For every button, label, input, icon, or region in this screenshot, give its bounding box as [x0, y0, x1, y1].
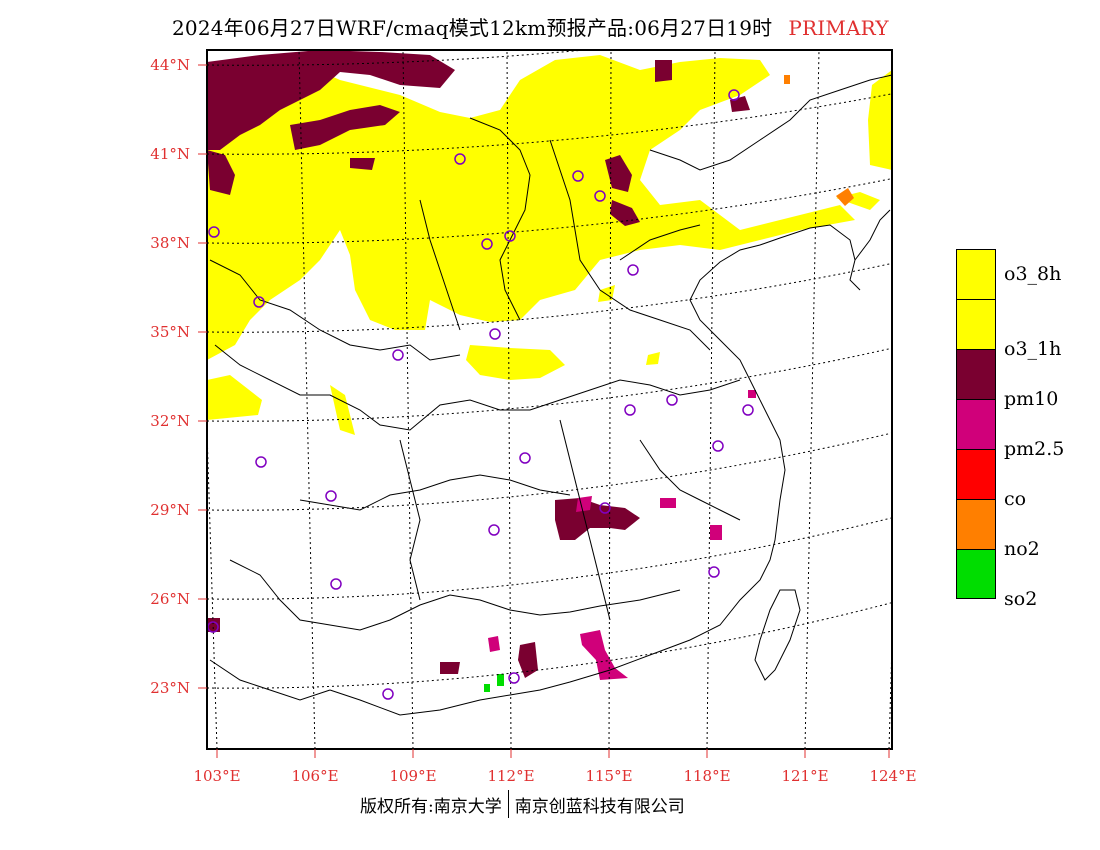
station-marker [489, 328, 501, 340]
lon-label: 118°E [683, 767, 731, 785]
pm25-area [488, 390, 756, 680]
station-marker [508, 672, 520, 684]
legend-item: o3_1h [956, 299, 1064, 360]
legend-swatch [956, 299, 996, 349]
station-marker [330, 578, 342, 590]
lat-label: 32°N [150, 412, 190, 430]
longitude-line [804, 50, 820, 749]
longitude-line [506, 50, 512, 749]
legend-label: co [1004, 488, 1027, 510]
lon-label: 124°E [869, 767, 917, 785]
legend-label: o3_1h [1004, 338, 1062, 360]
legend-label: no2 [1004, 538, 1040, 560]
legend-item: pm10 [956, 349, 1064, 410]
latitude-line [207, 432, 892, 511]
legend: o3_8h o3_1h pm10 pm2.5 co no2 so2 [956, 249, 1064, 610]
legend-item: pm2.5 [956, 399, 1064, 460]
station-marker [504, 230, 516, 242]
legend-item: no2 [956, 499, 1064, 560]
legend-swatch [956, 349, 996, 399]
lon-label: 103°E [193, 767, 241, 785]
legend-swatch [956, 449, 996, 499]
legend-label: pm2.5 [1004, 438, 1065, 460]
lat-label: 35°N [150, 323, 190, 341]
station-marker [708, 566, 720, 578]
station-marker [728, 89, 740, 101]
station-marker [253, 296, 265, 308]
station-marker [572, 170, 584, 182]
station-marker [627, 264, 639, 276]
latitude-line [207, 517, 892, 600]
lat-label: 29°N [150, 501, 190, 519]
station-marker [599, 502, 611, 514]
legend-swatch [956, 399, 996, 449]
longitude-line [608, 50, 612, 749]
latitude-line [207, 178, 892, 244]
station-marker [488, 524, 500, 536]
latitude-line [207, 93, 892, 155]
title-text: 2024年06月27日WRF/cmaq模式12km预报产品:06月27日19时 [172, 16, 773, 40]
o3-area [207, 55, 892, 435]
station-marker [742, 404, 754, 416]
longitude-line [706, 50, 716, 749]
station-markers [207, 89, 754, 700]
lat-label: 44°N [150, 56, 190, 74]
map-content [207, 50, 892, 749]
legend-label: so2 [1004, 588, 1038, 610]
station-marker [325, 490, 337, 502]
station-marker [255, 456, 267, 468]
lon-label: 109°E [389, 767, 437, 785]
footer-divider [507, 790, 509, 818]
latitude-line [207, 602, 892, 689]
copyright-footer: 版权所有:南京大学 南京创蓝科技有限公司 [360, 790, 685, 818]
title-tag: PRIMARY [788, 16, 889, 40]
station-marker [666, 394, 678, 406]
station-marker [208, 226, 220, 238]
legend-item: o3_8h [956, 249, 1064, 299]
no2-area [784, 75, 854, 206]
station-marker [519, 452, 531, 464]
legend-swatch [956, 499, 996, 549]
lon-label: 112°E [487, 767, 535, 785]
boundary-lines [209, 74, 892, 716]
lat-label: 23°N [150, 679, 190, 697]
station-marker [382, 688, 394, 700]
lat-label: 41°N [150, 145, 190, 163]
station-marker [454, 153, 466, 165]
axis-ticks [198, 64, 890, 758]
map-title: 2024年06月27日WRF/cmaq模式12km预报产品:06月27日19时 P… [172, 12, 889, 41]
map-frame [206, 49, 893, 750]
legend-label: o3_8h [1004, 263, 1062, 285]
copyright-left: 版权所有:南京大学 [360, 796, 502, 817]
lon-label: 121°E [781, 767, 829, 785]
legend-item: co [956, 449, 1064, 510]
lon-label: 106°E [291, 767, 339, 785]
legend-item: so2 [956, 549, 1064, 610]
graticule [207, 50, 892, 749]
lat-label: 38°N [150, 234, 190, 252]
lat-label: 26°N [150, 590, 190, 608]
so2-area [484, 674, 504, 692]
pm10-area [207, 50, 750, 678]
latitude-line [207, 262, 892, 333]
legend-label: pm10 [1004, 388, 1059, 410]
copyright-right: 南京创蓝科技有限公司 [514, 796, 685, 817]
legend-swatch [956, 249, 996, 299]
legend-swatch [956, 549, 996, 599]
station-marker [392, 349, 404, 361]
station-marker [712, 440, 724, 452]
longitude-line [298, 50, 316, 749]
latitude-line [207, 347, 892, 422]
station-marker [624, 404, 636, 416]
station-marker [594, 190, 606, 202]
longitude-line [402, 50, 414, 749]
lon-label: 115°E [585, 767, 633, 785]
station-marker [481, 238, 493, 250]
